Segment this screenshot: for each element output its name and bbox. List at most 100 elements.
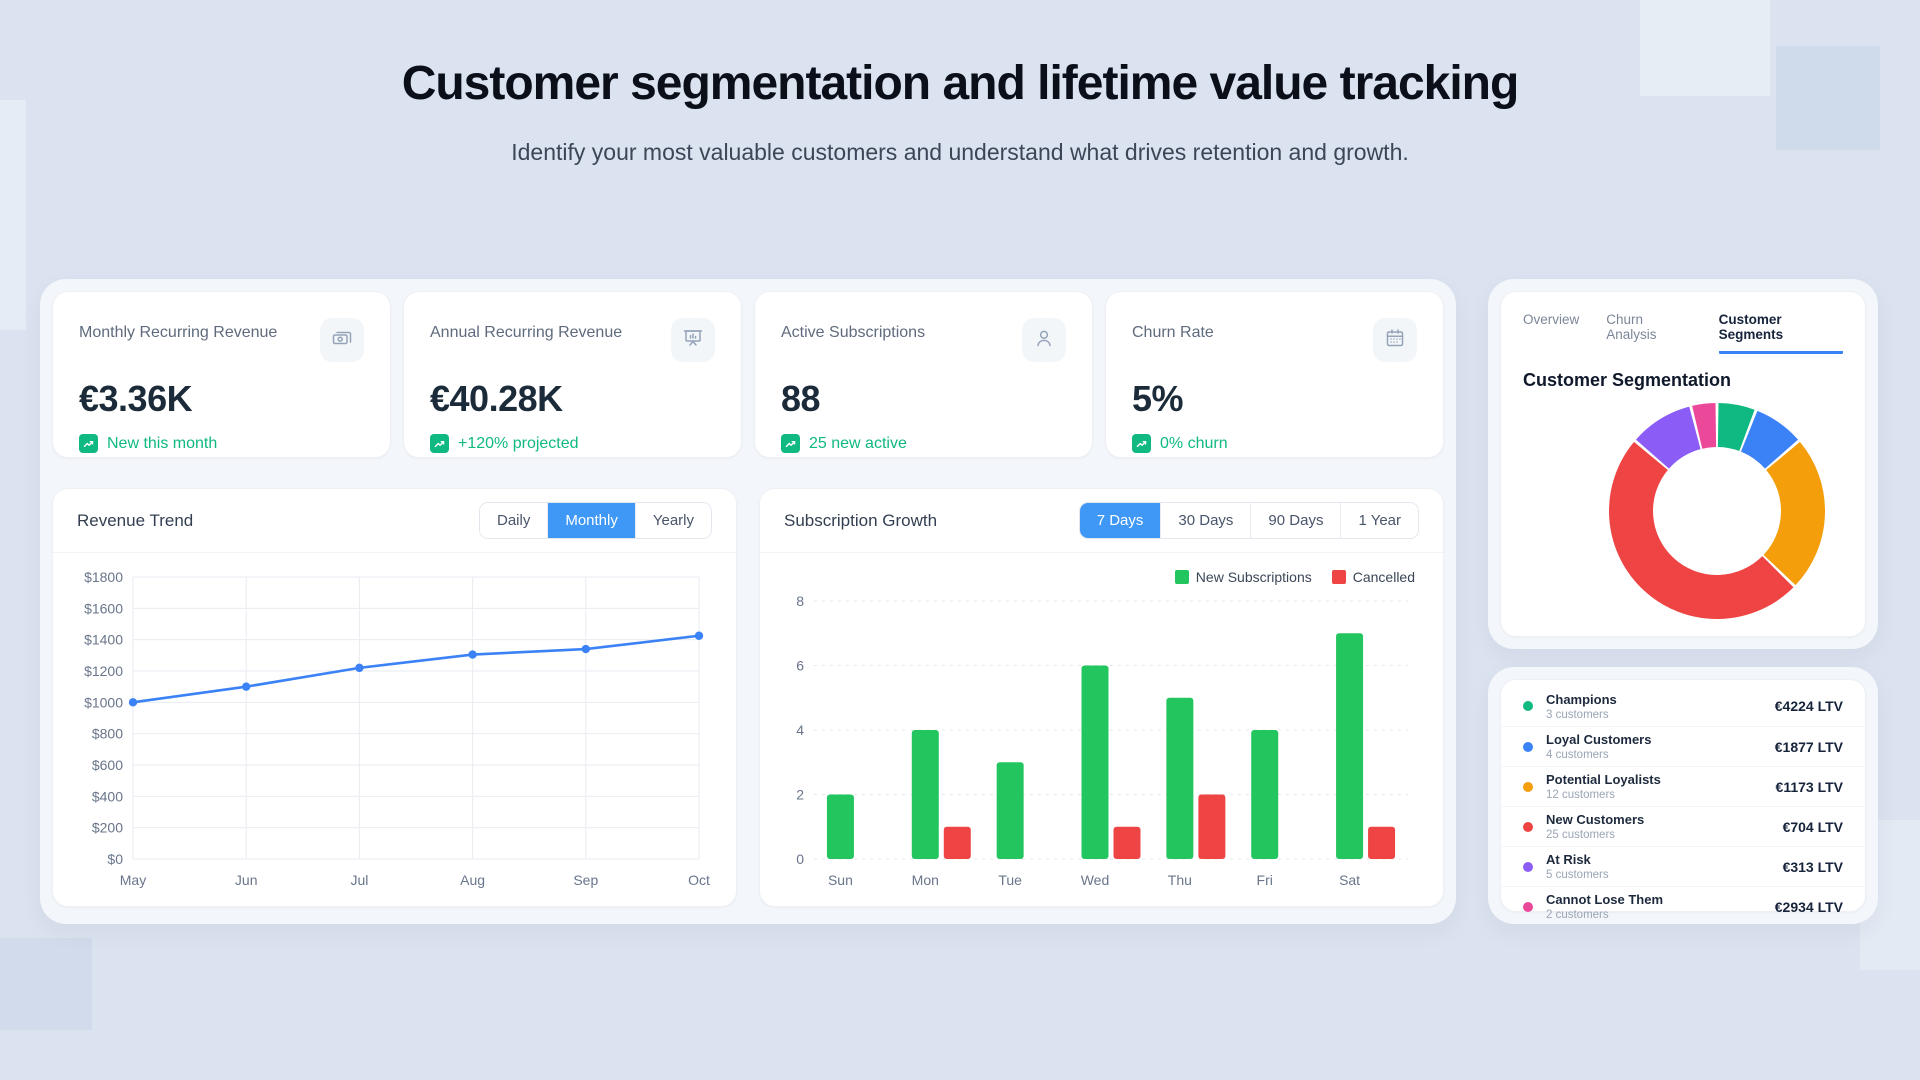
stat-card-churn-rate: Churn Rate 5% 0% churn xyxy=(1105,291,1444,458)
svg-text:Tue: Tue xyxy=(998,872,1022,888)
trend-up-icon xyxy=(1132,434,1151,453)
segment-dot xyxy=(1523,701,1533,711)
toggle-monthly[interactable]: Monthly xyxy=(547,503,635,538)
stat-badge-label: 0% churn xyxy=(1160,434,1228,452)
svg-text:Jul: Jul xyxy=(350,872,368,888)
segment-row-at-risk: At Risk 5 customers €313 LTV xyxy=(1501,846,1865,886)
tab-overview[interactable]: Overview xyxy=(1523,312,1580,327)
tab-customer-segments[interactable]: Customer Segments xyxy=(1718,312,1843,354)
segment-dot xyxy=(1523,821,1533,832)
segment-name: Champions xyxy=(1546,691,1617,707)
tab-churn-analysis[interactable]: Churn Analysis xyxy=(1606,312,1657,342)
segments-panel: Overview Churn Analysis Customer Segment… xyxy=(1488,279,1878,649)
stat-value: €40.28K xyxy=(430,378,563,419)
svg-text:$0: $0 xyxy=(107,851,123,867)
svg-text:$600: $600 xyxy=(92,757,123,773)
banknotes-icon xyxy=(330,326,354,355)
stat-card-mrr: Monthly Recurring Revenue €3.36K New thi… xyxy=(52,291,391,458)
segment-row-potential-loyalists: Potential Loyalists 12 customers €1173 LT… xyxy=(1501,766,1865,806)
toggle-7-days[interactable]: 7 Days xyxy=(1079,503,1161,538)
subscription-range-toggle: 7 Days 30 Days 90 Days 1 Year xyxy=(1078,502,1419,539)
segment-ltv: €313 LTV xyxy=(1782,858,1843,875)
segment-count: 5 customers xyxy=(1546,869,1609,881)
stat-card-arr: Annual Recurring Revenue €40.28K +120% p… xyxy=(403,291,742,458)
subscription-growth-card: Subscription Growth 7 Days 30 Days 90 Da… xyxy=(759,488,1444,907)
toggle-30-days[interactable]: 30 Days xyxy=(1160,503,1251,538)
svg-text:$1200: $1200 xyxy=(84,663,123,679)
background-square xyxy=(1640,0,1770,96)
stat-value: 5% xyxy=(1132,378,1184,419)
stat-value: €3.36K xyxy=(79,378,193,419)
segment-name: At Risk xyxy=(1546,852,1591,867)
svg-text:$1400: $1400 xyxy=(84,632,123,648)
page-title: Customer segmentation and lifetime value… xyxy=(401,57,1520,110)
new-subscriptions-swatch xyxy=(1174,570,1189,584)
stat-badge-label: 25 new active xyxy=(809,434,907,452)
svg-text:4: 4 xyxy=(796,722,804,738)
trend-up-icon xyxy=(430,434,449,453)
segment-name: Loyal Customers xyxy=(1546,732,1652,747)
segment-dot xyxy=(1523,861,1533,872)
segment-name: Potential Loyalists xyxy=(1546,772,1661,787)
segment-row-loyal-customers: Loyal Customers 4 customers €1877 LTV xyxy=(1501,726,1865,766)
svg-text:$1000: $1000 xyxy=(84,694,123,710)
segment-ltv: €2934 LTV xyxy=(1774,898,1843,915)
revenue-range-toggle: Daily Monthly Yearly xyxy=(478,502,712,539)
segment-count: 4 customers xyxy=(1546,749,1609,761)
segment-row-champions: Champions 3 customers €4224 LTV xyxy=(1501,686,1865,726)
customer-segmentation-donut xyxy=(1609,403,1825,619)
svg-text:$800: $800 xyxy=(92,726,123,742)
svg-text:Sun: Sun xyxy=(828,872,853,888)
segment-count: 2 customers xyxy=(1546,909,1609,921)
stat-badge: 25 new active xyxy=(781,434,1066,453)
stat-badge: 0% churn xyxy=(1132,434,1417,453)
segment-count: 12 customers xyxy=(1546,789,1616,801)
segment-count: 3 customers xyxy=(1546,708,1609,721)
svg-text:8: 8 xyxy=(796,593,804,609)
chart-title: Revenue Trend xyxy=(77,510,194,530)
stats-row: Monthly Recurring Revenue €3.36K New thi… xyxy=(52,291,1444,458)
segments-tabs: Overview Churn Analysis Customer Segment… xyxy=(1501,292,1865,354)
bar-chart-legend: New Subscriptions Cancelled xyxy=(784,553,1419,587)
subscription-growth-chart: 0 2 4 6 8 Sun Mon Tue Wed Thu Fri Sat xyxy=(796,593,1408,888)
segment-name: Cannot Lose Them xyxy=(1546,892,1664,907)
stat-card-active-subscriptions: Active Subscriptions 88 25 new active xyxy=(754,291,1093,458)
toggle-daily[interactable]: Daily xyxy=(479,503,548,538)
toggle-1-year[interactable]: 1 Year xyxy=(1340,503,1418,538)
segment-row-cannot-lose-them: Cannot Lose Them 2 customers €2934 LTV xyxy=(1501,886,1865,926)
svg-text:Wed: Wed xyxy=(1081,872,1110,888)
svg-text:$1800: $1800 xyxy=(84,569,123,585)
svg-text:$1600: $1600 xyxy=(84,600,123,616)
segment-ltv: €4224 LTV xyxy=(1774,698,1843,714)
svg-text:Sep: Sep xyxy=(573,872,598,888)
segment-ltv: €704 LTV xyxy=(1782,818,1843,835)
svg-text:2: 2 xyxy=(796,787,804,803)
svg-text:0: 0 xyxy=(796,851,804,867)
main-panel: Monthly Recurring Revenue €3.36K New thi… xyxy=(40,279,1456,924)
toggle-yearly[interactable]: Yearly xyxy=(634,503,711,538)
svg-text:Mon: Mon xyxy=(912,872,939,888)
svg-text:Jun: Jun xyxy=(235,872,258,888)
stat-badge-label: New this month xyxy=(107,434,218,452)
toggle-90-days[interactable]: 90 Days xyxy=(1250,503,1341,538)
charts-row: Revenue Trend Daily Monthly Yearly May Ju… xyxy=(52,488,1444,907)
segment-name: New Customers xyxy=(1546,812,1645,827)
background-square xyxy=(0,938,92,1030)
trend-up-icon xyxy=(781,434,800,453)
stat-label: Annual Recurring Revenue xyxy=(430,324,623,341)
legend-label: New Subscriptions xyxy=(1195,569,1312,585)
background-square xyxy=(0,100,26,330)
user-icon xyxy=(1032,326,1056,355)
svg-text:Sat: Sat xyxy=(1339,872,1360,888)
svg-text:$200: $200 xyxy=(92,820,123,836)
chart-title: Subscription Growth xyxy=(784,510,938,530)
segment-dot xyxy=(1523,741,1533,752)
presentation-chart-icon xyxy=(681,326,705,355)
svg-text:Fri: Fri xyxy=(1257,872,1273,888)
segment-count: 25 customers xyxy=(1546,829,1616,841)
revenue-trend-chart: May Jun Jul Aug Sep Oct $0 $200 $400 $600 $800 $100… xyxy=(84,569,710,888)
svg-text:Thu: Thu xyxy=(1168,872,1192,888)
revenue-trend-card: Revenue Trend Daily Monthly Yearly May Ju… xyxy=(52,488,737,907)
svg-text:$400: $400 xyxy=(92,788,123,804)
dashboard: Monthly Recurring Revenue €3.36K New thi… xyxy=(40,279,1878,924)
